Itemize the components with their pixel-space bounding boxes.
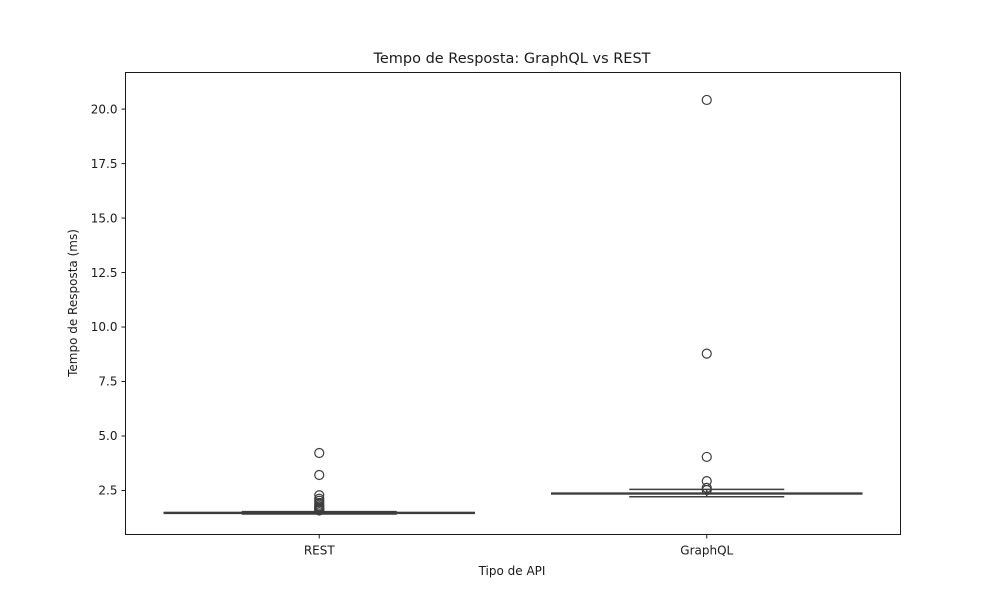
outlier-point: [701, 94, 712, 106]
x-axis: REST GraphQL: [304, 534, 734, 558]
y-tick-label: 17.5: [91, 157, 118, 171]
chart-title: Tempo de Resposta: GraphQL vs REST: [372, 51, 650, 67]
outlier-point: [701, 348, 712, 359]
box-series: [163, 94, 863, 516]
y-tick-label: 5.0: [98, 429, 117, 443]
x-tick-label: REST: [304, 544, 336, 558]
plot-area-frame: [125, 72, 901, 535]
y-tick-label: 7.5: [98, 375, 117, 389]
y-tick-label: 2.5: [98, 484, 117, 498]
box-rest: [163, 447, 475, 516]
y-tick-label: 20.0: [91, 102, 118, 116]
y-axis-title: Tempo de Resposta (ms): [66, 229, 80, 378]
outlier-point: [701, 484, 712, 496]
y-tick-label: 10.0: [91, 320, 118, 334]
y-axis: 2.5 5.0 7.5 10.0 12.5 15.0 17.5 20.0: [91, 102, 126, 498]
box-graphql: [551, 94, 863, 498]
x-tick-label: GraphQL: [680, 544, 733, 558]
y-tick-label: 12.5: [91, 266, 118, 280]
outlier-point: [314, 469, 325, 481]
y-tick-label: 15.0: [91, 211, 118, 225]
outlier-point: [701, 451, 712, 463]
outlier-point: [314, 447, 325, 459]
x-axis-title: Tipo de API: [478, 564, 546, 578]
outlier-point: [314, 505, 325, 516]
